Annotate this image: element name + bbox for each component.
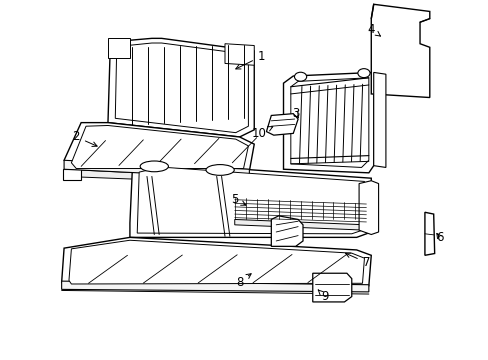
Text: 1: 1 xyxy=(235,50,265,69)
Polygon shape xyxy=(271,216,303,246)
Polygon shape xyxy=(373,72,385,167)
Text: 7: 7 xyxy=(345,253,369,269)
Polygon shape xyxy=(64,123,254,171)
Text: 5: 5 xyxy=(231,193,245,206)
Text: 8: 8 xyxy=(235,274,251,289)
Text: 9: 9 xyxy=(318,290,328,303)
Polygon shape xyxy=(108,39,254,137)
Polygon shape xyxy=(61,237,370,286)
Polygon shape xyxy=(64,160,249,178)
Polygon shape xyxy=(108,39,130,58)
Polygon shape xyxy=(358,181,378,234)
Polygon shape xyxy=(234,198,366,225)
Text: 2: 2 xyxy=(72,130,97,147)
Polygon shape xyxy=(224,44,254,65)
Polygon shape xyxy=(266,114,298,135)
Polygon shape xyxy=(312,273,351,302)
Ellipse shape xyxy=(357,69,369,78)
Ellipse shape xyxy=(140,161,168,172)
Text: 10: 10 xyxy=(251,127,272,140)
Polygon shape xyxy=(130,164,370,237)
Polygon shape xyxy=(69,240,364,284)
Ellipse shape xyxy=(205,165,234,175)
Polygon shape xyxy=(283,72,373,173)
Text: 4: 4 xyxy=(367,23,380,36)
Text: 6: 6 xyxy=(435,231,443,244)
Ellipse shape xyxy=(294,72,306,81)
Polygon shape xyxy=(63,169,81,180)
Text: 3: 3 xyxy=(291,107,299,120)
Polygon shape xyxy=(64,169,249,184)
Polygon shape xyxy=(61,281,368,292)
Polygon shape xyxy=(424,212,434,255)
Polygon shape xyxy=(137,167,364,234)
Polygon shape xyxy=(71,126,248,168)
Polygon shape xyxy=(115,43,248,133)
Polygon shape xyxy=(290,78,368,167)
Polygon shape xyxy=(234,220,366,230)
Polygon shape xyxy=(370,4,429,98)
